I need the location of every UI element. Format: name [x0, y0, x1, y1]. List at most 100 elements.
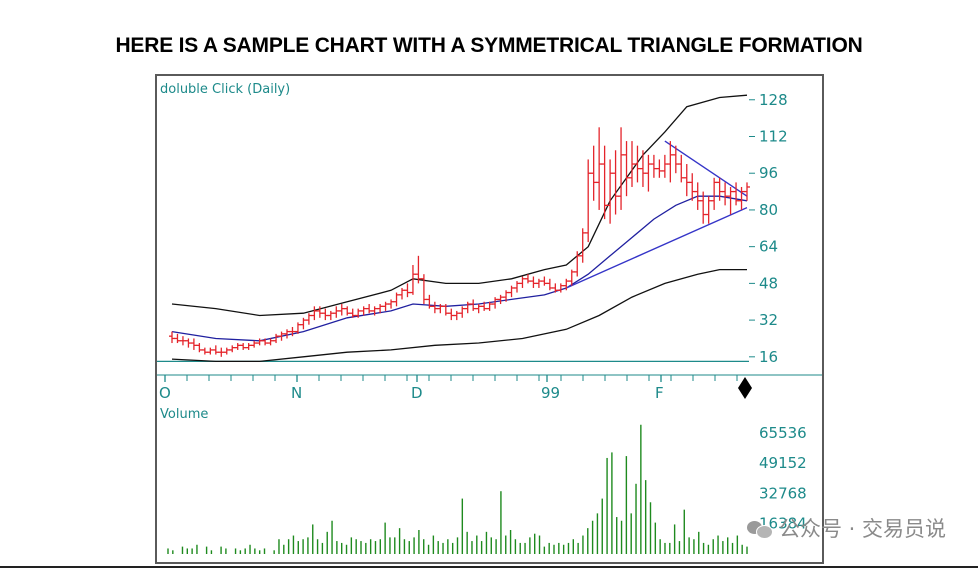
- price-bar: [453, 310, 460, 321]
- price-bar: [174, 333, 181, 344]
- page-title: HERE IS A SAMPLE CHART WITH A SYMMETRICA…: [115, 34, 863, 57]
- price-bar: [333, 306, 340, 318]
- price-bar: [656, 159, 663, 178]
- price-bar: [190, 338, 197, 350]
- price-bar: [218, 347, 225, 357]
- price-chart-title: doluble Click (Daily): [160, 82, 290, 97]
- price-bar: [711, 177, 718, 210]
- price-bar: [234, 343, 241, 350]
- price-bar: [393, 292, 400, 307]
- price-bar: [305, 313, 312, 325]
- price-bar: [596, 127, 603, 210]
- price-bar: [667, 141, 674, 183]
- date-tick-label: N: [291, 384, 302, 402]
- price-bar: [705, 196, 712, 224]
- price-bar: [207, 347, 214, 355]
- price-bar: [382, 301, 389, 311]
- price-bar: [344, 306, 351, 316]
- date-tick-label: 99: [541, 384, 560, 402]
- price-bar: [426, 294, 433, 309]
- price-bar: [311, 306, 318, 321]
- upper-band-line: [171, 94, 748, 317]
- watermark-text: 公众号 · 交易员说: [778, 517, 946, 541]
- price-bar: [579, 228, 586, 263]
- price-bar: [475, 304, 482, 314]
- watermark: 公众号 · 交易员说: [746, 513, 946, 543]
- date-tick-label: D: [411, 384, 423, 402]
- price-tick-label: 48: [759, 274, 778, 292]
- price-bar: [240, 343, 247, 350]
- volume-tick-label: 32768: [759, 484, 807, 502]
- volume-tick-label: 49152: [759, 454, 807, 472]
- price-bar: [530, 276, 537, 288]
- price-bar: [179, 336, 186, 346]
- price-bar: [169, 331, 175, 344]
- price-bar: [284, 329, 290, 339]
- chart-svg: doluble Click (Daily) 128 112 96 80 64 48 32 16…: [157, 82, 822, 554]
- price-tick-label: 128: [759, 91, 788, 109]
- price-tick-label: 112: [759, 127, 788, 145]
- price-bar: [574, 251, 581, 277]
- price-tick-label: 64: [759, 238, 778, 256]
- price-bar: [722, 182, 729, 206]
- price-bar: [366, 304, 373, 314]
- lower-band-line: [171, 268, 747, 363]
- price-bar: [497, 294, 504, 305]
- price-bar: [212, 345, 219, 355]
- price-bar: [360, 306, 367, 316]
- price-bar: [645, 154, 652, 192]
- price-bar: [546, 278, 553, 291]
- price-axis-ticks: 128 112 96 80 64 48 32 16: [749, 91, 788, 366]
- price-bar: [229, 345, 236, 353]
- price-bar: [716, 177, 723, 201]
- price-tick-label: 32: [759, 311, 778, 329]
- price-bar: [459, 306, 466, 318]
- moving-average-line: [171, 195, 748, 342]
- price-bar: [689, 173, 696, 201]
- price-bar: [514, 281, 520, 293]
- price-bar: [629, 141, 635, 187]
- price-bar: [464, 301, 471, 314]
- price-bar: [223, 347, 230, 355]
- price-bar: [744, 182, 750, 201]
- date-tick-label: F: [655, 384, 664, 402]
- price-bar: [557, 283, 564, 293]
- volume-tick-label: 65536: [759, 424, 807, 442]
- price-bar: [639, 150, 646, 187]
- wechat-icon: [746, 518, 773, 539]
- price-bar: [535, 278, 542, 288]
- price-bar: [524, 274, 531, 284]
- price-bar: [678, 154, 685, 183]
- price-panel: [157, 94, 750, 363]
- price-bar: [727, 186, 734, 215]
- price-bar: [661, 154, 668, 178]
- price-bar: [338, 304, 345, 316]
- price-bar: [300, 317, 307, 330]
- price-tick-label: 80: [759, 201, 778, 219]
- price-tick-label: 16: [759, 348, 778, 366]
- price-bar: [399, 287, 405, 300]
- price-bar: [650, 154, 657, 178]
- price-bar: [607, 159, 614, 224]
- price-bar: [388, 299, 395, 309]
- price-bar: [541, 276, 548, 286]
- price-bar: [420, 274, 427, 305]
- price-bar: [508, 285, 515, 298]
- price-bar: [590, 145, 597, 201]
- chart-frame: doluble Click (Daily) 128 112 96 80 64 48 32 16…: [155, 74, 824, 564]
- price-tick-label: 96: [759, 164, 778, 182]
- price-bar: [492, 297, 499, 309]
- volume-panel: [167, 424, 748, 554]
- price-bar: [185, 338, 192, 348]
- end-marker-icon: [738, 377, 752, 399]
- price-bar: [201, 347, 208, 355]
- price-bar: [322, 308, 329, 321]
- date-axis: O N D 99 F: [159, 375, 738, 402]
- price-bar: [585, 159, 592, 243]
- price-bar: [683, 164, 690, 197]
- price-bar: [256, 338, 263, 346]
- price-bar: [634, 145, 641, 183]
- bottom-rule: [0, 566, 978, 568]
- price-bar: [404, 283, 411, 298]
- price-bar: [196, 343, 203, 353]
